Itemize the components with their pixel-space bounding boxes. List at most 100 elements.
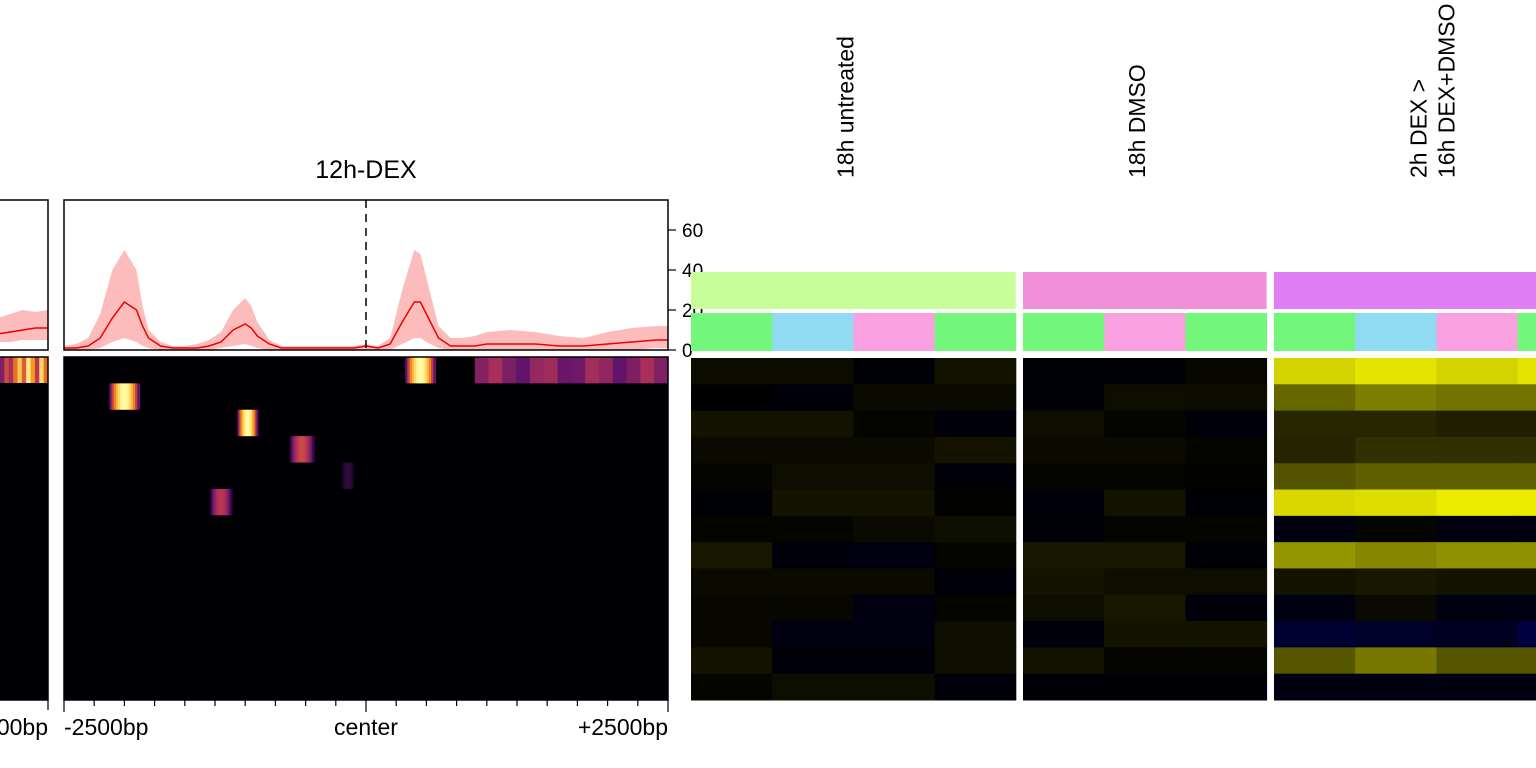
expression-cell <box>1185 568 1268 596</box>
expression-cell <box>1104 436 1186 464</box>
expression-cell <box>934 436 1017 464</box>
expression-cell <box>1185 436 1268 464</box>
heatmap-cell <box>243 409 246 437</box>
heatmap-cell <box>111 383 115 410</box>
expression-cell <box>853 594 936 622</box>
expression-cell <box>1274 568 1356 596</box>
heatmap-cell <box>135 383 138 410</box>
heatmap-cell <box>241 409 244 437</box>
expression-cell <box>1517 489 1536 517</box>
expression-cell <box>1436 515 1519 543</box>
expression-cell <box>772 489 854 517</box>
heatmap-cell <box>211 488 214 516</box>
expression-cell <box>1104 594 1186 622</box>
heatmap-cell <box>117 383 121 410</box>
expression-cell <box>934 568 1017 596</box>
expression-cell <box>1355 515 1437 543</box>
heatmap-cell <box>351 462 353 489</box>
heatmap-cell <box>115 383 119 410</box>
heatmap-cell <box>214 488 217 516</box>
left-heatmap-top-cell <box>0 357 5 383</box>
expression-cell <box>1274 436 1356 464</box>
heatmap-cell <box>254 409 258 437</box>
heatmap-cell <box>295 436 298 463</box>
left-heatmap-top-cell <box>26 357 32 383</box>
heatmap-cell <box>428 357 432 384</box>
expression-cell <box>1023 542 1105 569</box>
expression-cell <box>691 647 773 675</box>
heatmap-cell <box>413 357 417 384</box>
expression-cell <box>1517 436 1536 464</box>
expression-cell <box>1274 358 1356 385</box>
expression-cell <box>934 594 1017 622</box>
x-tick-label: center <box>334 714 398 740</box>
expression-cell <box>1355 621 1437 648</box>
sample-annotation-cell <box>1274 313 1356 351</box>
expression-cell <box>691 436 773 464</box>
heatmap-cell <box>227 488 230 516</box>
expression-cell <box>772 463 854 491</box>
expression-cell <box>1436 489 1519 517</box>
heatmap-cell <box>219 488 222 516</box>
expression-cell <box>1355 594 1437 622</box>
heatmap-cell <box>289 436 293 463</box>
x-tick-label: +2500bp <box>578 714 668 740</box>
expression-cell <box>1274 647 1356 675</box>
heatmap-cell <box>349 462 352 489</box>
expression-cell <box>1185 410 1268 438</box>
heatmap-cell <box>502 357 517 384</box>
expression-cell <box>1023 384 1105 412</box>
expression-cell <box>1104 621 1186 648</box>
expression-cell <box>1355 463 1437 491</box>
expression-cell <box>1517 410 1536 438</box>
left-heatmap-top-cell <box>30 357 36 383</box>
heatmap-cell <box>347 462 350 489</box>
left-heatmap-top-cell <box>8 357 14 383</box>
heatmap-cell <box>130 383 134 410</box>
expression-cell <box>934 463 1017 491</box>
expression-cell <box>772 542 854 569</box>
heatmap-cell <box>557 357 572 384</box>
group-annotation-bar <box>1023 272 1267 309</box>
expression-cell <box>772 410 854 438</box>
heatmap-cell <box>352 462 354 489</box>
heatmap-cell <box>405 357 409 384</box>
left-heatmap-top-cell <box>21 357 27 383</box>
sample-annotation-cell <box>1104 313 1186 351</box>
expression-cell <box>1436 568 1519 596</box>
expression-cell <box>1104 489 1186 517</box>
expression-cell <box>1185 673 1268 701</box>
expression-cell <box>1517 542 1536 569</box>
left-heatmap-top-cell <box>34 357 40 383</box>
expression-cell <box>1104 463 1186 491</box>
expression-cell <box>853 410 936 438</box>
sample-annotation-cell <box>1436 313 1519 351</box>
expression-cell <box>1023 568 1105 596</box>
expression-cell <box>772 436 854 464</box>
sample-annotation-cell <box>772 313 854 351</box>
expression-cell <box>1023 358 1105 385</box>
expression-cell <box>691 489 773 517</box>
heatmap-cell <box>221 488 224 516</box>
heatmap-cell <box>256 409 259 437</box>
group-annotation-bar <box>1274 272 1536 309</box>
expression-cell <box>934 384 1017 412</box>
heatmap-cell <box>307 436 310 463</box>
column-group-label: 18h untreated <box>832 36 858 178</box>
heatmap-cell <box>612 357 628 384</box>
y-tick-label: 60 <box>682 221 703 242</box>
heatmap-cell <box>137 383 141 410</box>
expression-cell <box>1023 410 1105 438</box>
expression-cell <box>1517 594 1536 622</box>
expression-cell <box>1104 384 1186 412</box>
sample-annotation-cell <box>1185 313 1268 351</box>
column-group-label-line: 2h DEX > <box>1405 79 1431 178</box>
heatmap-cell <box>640 357 655 384</box>
sample-annotation-cell <box>691 313 773 351</box>
expression-cell <box>1023 673 1105 701</box>
expression-cell <box>1517 568 1536 596</box>
profile-mean-line <box>64 300 668 349</box>
expression-cell <box>934 673 1017 701</box>
heatmap-cell <box>341 462 344 489</box>
heatmap-cell <box>424 357 428 384</box>
